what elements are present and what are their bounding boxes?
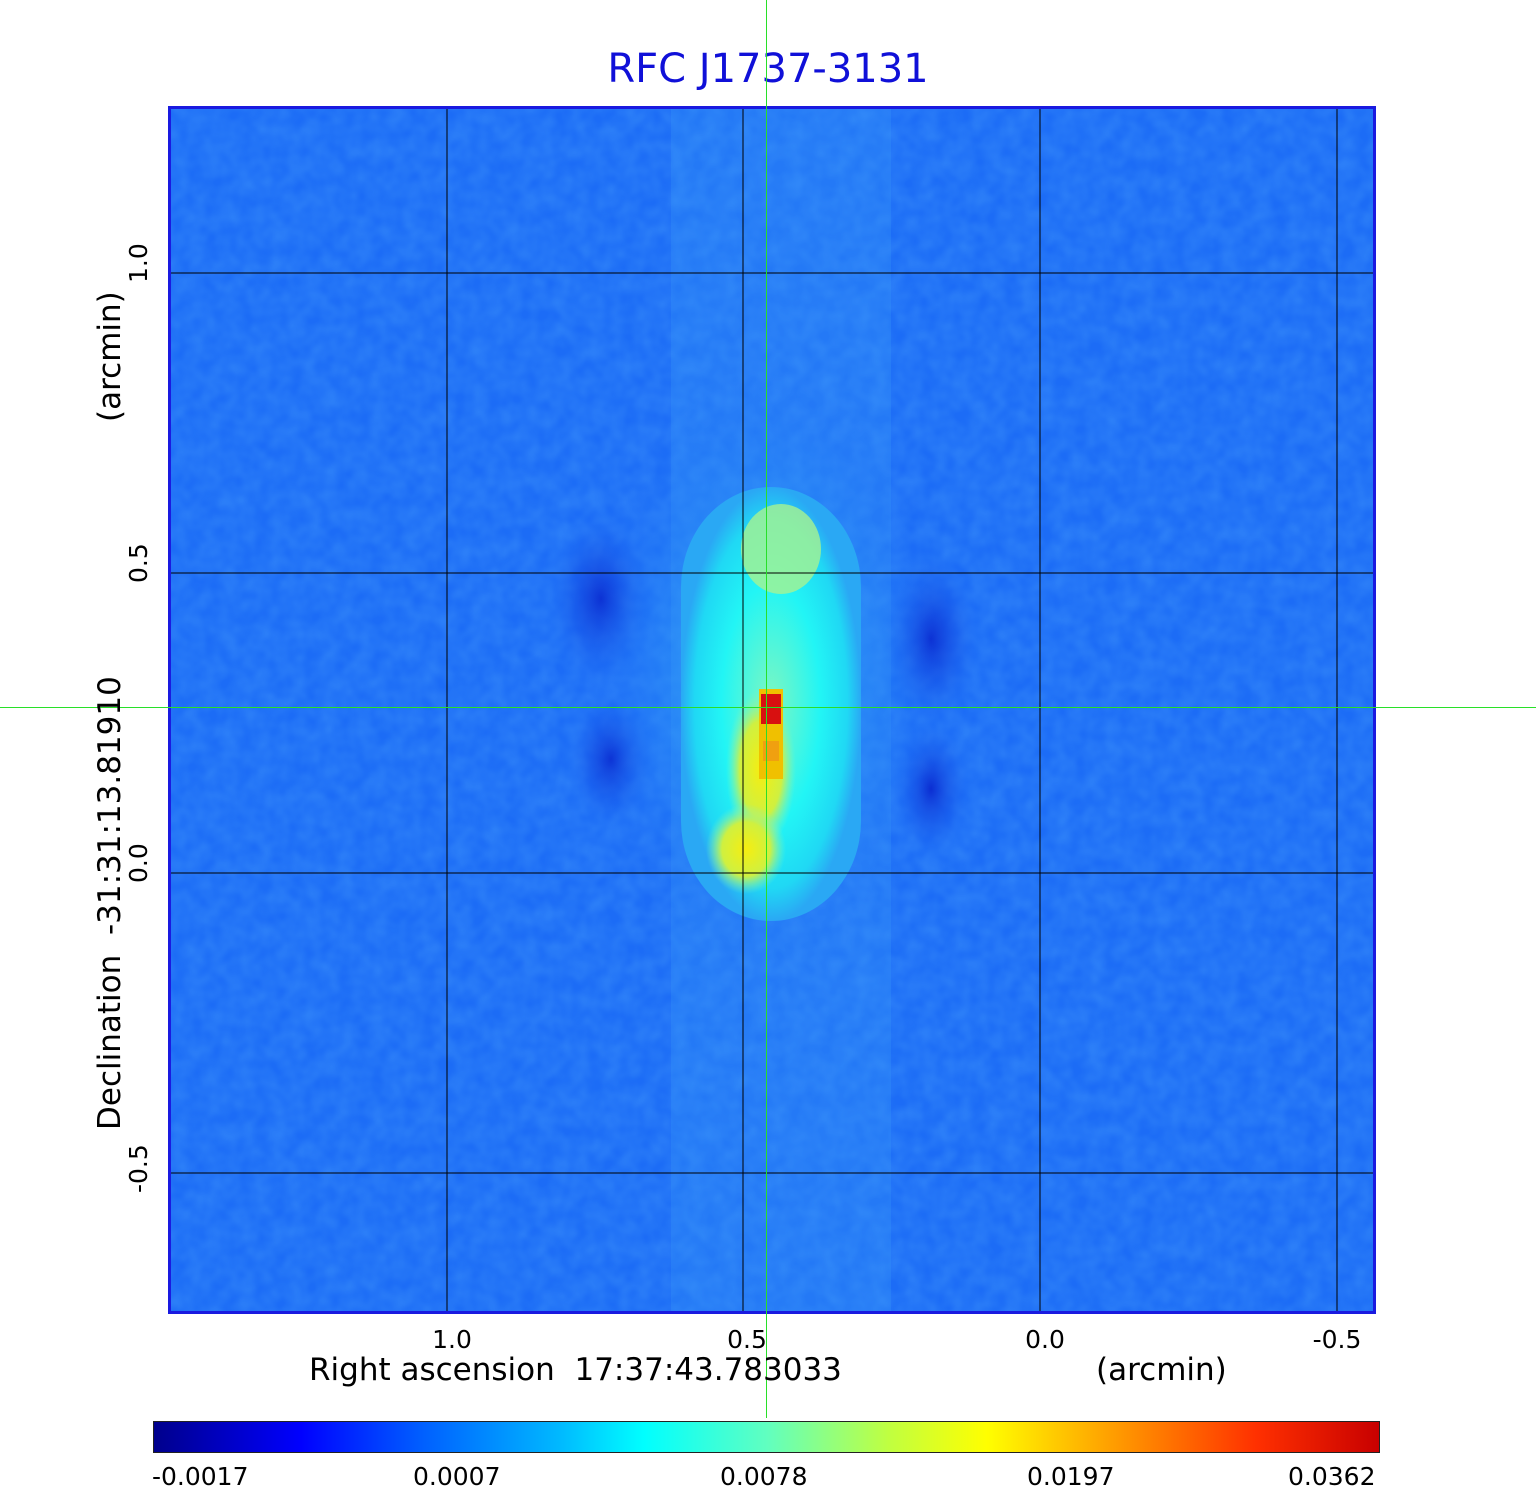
y-tick: -0.5 [124, 1144, 153, 1193]
crosshair-vertical [766, 0, 767, 1418]
colorbar [153, 1421, 1380, 1453]
colorbar-tick: -0.0017 [152, 1462, 249, 1491]
colorbar-tick: 0.0007 [413, 1462, 501, 1491]
colorbar-tick: 0.0078 [720, 1462, 808, 1491]
colorbar-tick: 0.0362 [1288, 1462, 1376, 1491]
coordinate-grid [171, 109, 1373, 1311]
x-axis-unit: (arcmin) [1096, 1352, 1227, 1388]
x-tick: 1.0 [432, 1325, 472, 1354]
y-tick: 0.0 [124, 843, 153, 883]
upper-lobe-peak [741, 504, 821, 594]
core-peak [761, 694, 781, 724]
lower-lobe-peak [706, 804, 786, 894]
x-axis-label: Right ascension 17:37:43.783033 [309, 1352, 842, 1388]
crosshair-horizontal [0, 707, 1536, 708]
y-tick: 1.0 [124, 243, 153, 283]
core-knot [763, 741, 779, 761]
x-tick: 0.5 [727, 1325, 767, 1354]
radio-image[interactable] [168, 106, 1376, 1314]
colorbar-tick: 0.0197 [1027, 1462, 1115, 1491]
plot-title: RFC J1737-3131 [607, 46, 929, 92]
image-canvas [171, 109, 1373, 1311]
y-axis-unit: (arcmin) [92, 291, 128, 422]
x-tick: -0.5 [1312, 1325, 1362, 1354]
y-axis-label: Declination -31:31:13.81910 [92, 676, 128, 1130]
y-tick: 0.5 [124, 543, 153, 583]
x-tick: 0.0 [1025, 1325, 1065, 1354]
